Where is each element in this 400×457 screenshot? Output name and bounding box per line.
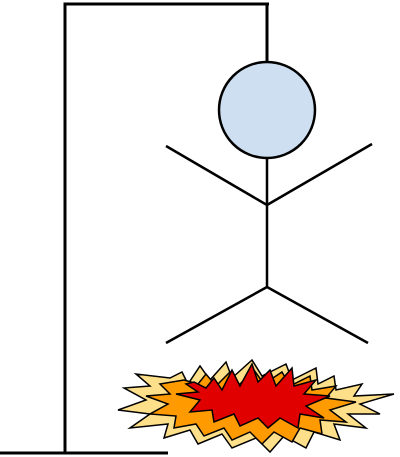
explosion-inner-burst [175, 362, 331, 430]
stick-figure-right-arm [266, 142, 373, 207]
stick-figure-right-leg [266, 285, 369, 345]
stick-figure-left-arm [165, 144, 268, 207]
stick-figure-left-leg [165, 285, 268, 345]
stick-figure [165, 60, 373, 345]
stick-figure-head [217, 60, 317, 160]
gallows [0, 2, 269, 455]
explosion-effect [117, 358, 395, 454]
